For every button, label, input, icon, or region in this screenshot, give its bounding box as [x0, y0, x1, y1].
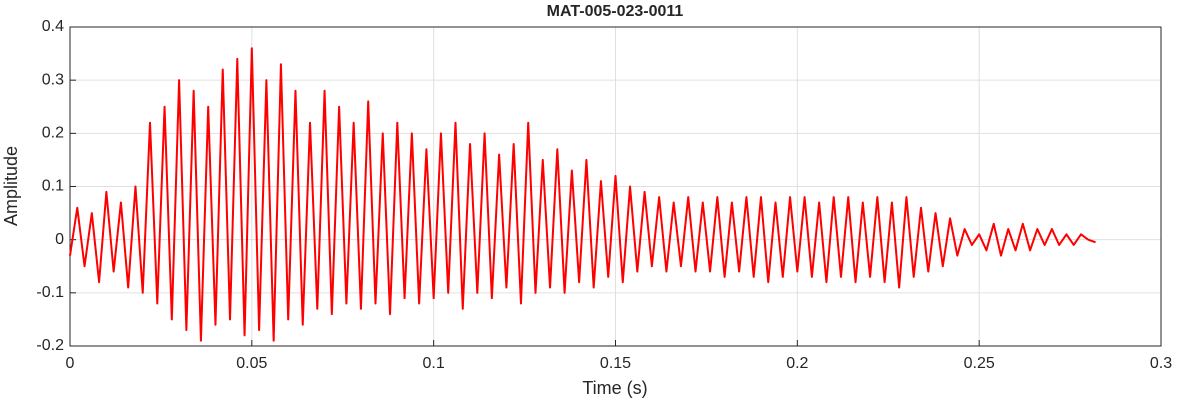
- y-tick-label: -0.1: [36, 284, 64, 301]
- y-tick-label: 0.1: [42, 178, 64, 195]
- x-tick-label: 0.25: [964, 355, 995, 372]
- y-tick-label: 0.2: [42, 125, 64, 142]
- x-tick-label: 0: [66, 355, 75, 372]
- x-tick-label: 0.05: [236, 355, 267, 372]
- x-tick-label: 0.2: [786, 355, 808, 372]
- chart-title: MAT-005-023-0011: [547, 3, 684, 20]
- x-axis-label: Time (s): [582, 378, 647, 398]
- y-axis-label: Amplitude: [1, 146, 21, 226]
- y-tick-label: 0.4: [42, 18, 64, 35]
- signal-line: [69, 47, 1096, 342]
- x-tick-label: 0.3: [1150, 355, 1172, 372]
- axes-box: [69, 26, 1162, 347]
- y-tick-label: 0: [55, 231, 64, 248]
- x-tick-label: 0.15: [600, 355, 631, 372]
- y-tick-label: -0.2: [36, 337, 64, 354]
- x-tick-label: 0.1: [423, 355, 445, 372]
- y-tick-label: 0.3: [42, 71, 64, 88]
